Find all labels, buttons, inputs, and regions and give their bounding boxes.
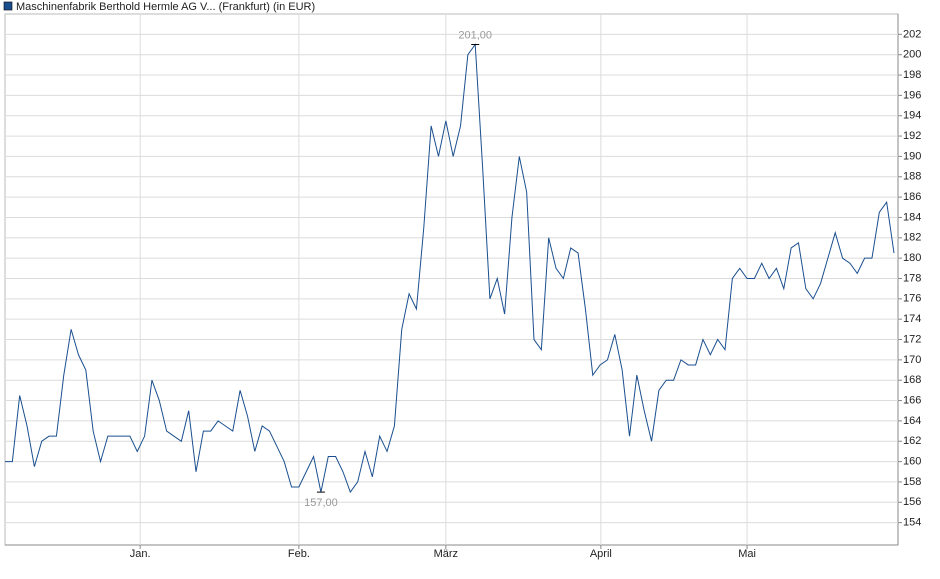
y-tick-label: 200 <box>903 49 921 61</box>
x-tick-label: Feb. <box>288 548 310 560</box>
y-tick-label: 176 <box>903 293 921 305</box>
y-tick-label: 188 <box>903 171 921 183</box>
plot-frame <box>4 13 899 546</box>
y-tick-label: 182 <box>903 232 921 244</box>
y-tick-label: 164 <box>903 415 921 427</box>
y-tick-label: 198 <box>903 69 921 81</box>
annotation-label: 201,00 <box>458 29 492 41</box>
y-tick-label: 162 <box>903 435 921 447</box>
y-tick-label: 170 <box>903 354 921 366</box>
y-tick-label: 186 <box>903 191 921 203</box>
y-tick-label: 178 <box>903 272 921 284</box>
x-tick-label: Jan. <box>130 548 151 560</box>
price-line <box>5 43 895 494</box>
legend-label: Maschinenfabrik Berthold Hermle AG V... … <box>16 1 315 13</box>
annotation-label: 157,00 <box>304 497 338 509</box>
y-tick-label: 180 <box>903 252 921 264</box>
y-tick-label: 196 <box>903 89 921 101</box>
y-tick-label: 194 <box>903 110 921 122</box>
x-tick-label: März <box>434 548 458 560</box>
y-tick-label: 184 <box>903 211 921 223</box>
y-tick-label: 160 <box>903 455 921 467</box>
x-tick-label: April <box>590 548 612 560</box>
y-tick-label: 172 <box>903 333 921 345</box>
y-tick-label: 166 <box>903 394 921 406</box>
y-tick-label: 154 <box>903 517 921 529</box>
y-tick-label: 202 <box>903 28 921 40</box>
legend-swatch <box>3 1 13 11</box>
x-tick-label: Mai <box>738 548 756 560</box>
y-tick-label: 190 <box>903 150 921 162</box>
y-tick-label: 168 <box>903 374 921 386</box>
y-tick-label: 174 <box>903 313 921 325</box>
y-tick-label: 158 <box>903 476 921 488</box>
y-tick-label: 156 <box>903 496 921 508</box>
y-tick-label: 192 <box>903 130 921 142</box>
